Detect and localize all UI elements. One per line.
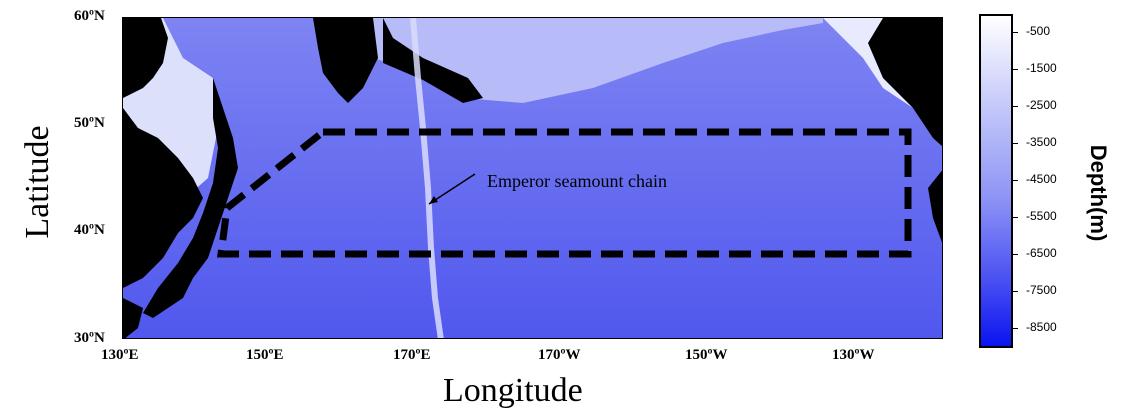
- lon-tick-label: 130ºW: [832, 347, 874, 364]
- colorbar-tick: [1013, 106, 1018, 107]
- colorbar-label: -8500: [1026, 320, 1057, 334]
- lon-tick-label: 130ºE: [101, 347, 138, 364]
- colorbar-tick: [1013, 217, 1018, 218]
- annotation-label: Emperor seamount chain: [487, 171, 667, 192]
- lon-tick-label: 150ºW: [685, 347, 727, 364]
- lat-tick-label: 30ºN: [74, 330, 105, 347]
- colorbar-title: Depth(m): [1085, 145, 1111, 242]
- colorbar-tick: [1013, 69, 1018, 70]
- lon-tick-label: 150ºE: [246, 347, 283, 364]
- colorbar-label: -1500: [1026, 61, 1057, 75]
- colorbar-label: -500: [1026, 24, 1050, 38]
- lat-tick-label: 60ºN: [74, 8, 105, 25]
- colorbar-label: -2500: [1026, 98, 1057, 112]
- colorbar-label: -6500: [1026, 246, 1057, 260]
- y-axis-title: Latitude: [19, 125, 57, 238]
- lon-tick-label: 170ºW: [538, 347, 580, 364]
- colorbar-tick: [1013, 143, 1018, 144]
- colorbar-tick: [1013, 291, 1018, 292]
- colorbar-label: -5500: [1026, 209, 1057, 223]
- colorbar-tick: [1013, 180, 1018, 181]
- x-axis-title: Longitude: [443, 372, 583, 410]
- colorbar-tick: [1013, 32, 1018, 33]
- colorbar-label: -3500: [1026, 135, 1057, 149]
- colorbar-tick: [1013, 254, 1018, 255]
- lon-tick-label: 170ºE: [393, 347, 430, 364]
- colorbar-label: -4500: [1026, 172, 1057, 186]
- lat-tick-label: 40ºN: [74, 222, 105, 239]
- colorbar-label: -7500: [1026, 283, 1057, 297]
- lat-tick-label: 50ºN: [74, 115, 105, 132]
- colorbar-tick: [1013, 328, 1018, 329]
- depth-colorbar: [979, 14, 1013, 348]
